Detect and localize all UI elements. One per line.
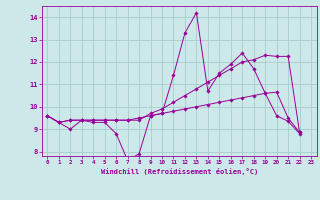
- X-axis label: Windchill (Refroidissement éolien,°C): Windchill (Refroidissement éolien,°C): [100, 168, 258, 175]
